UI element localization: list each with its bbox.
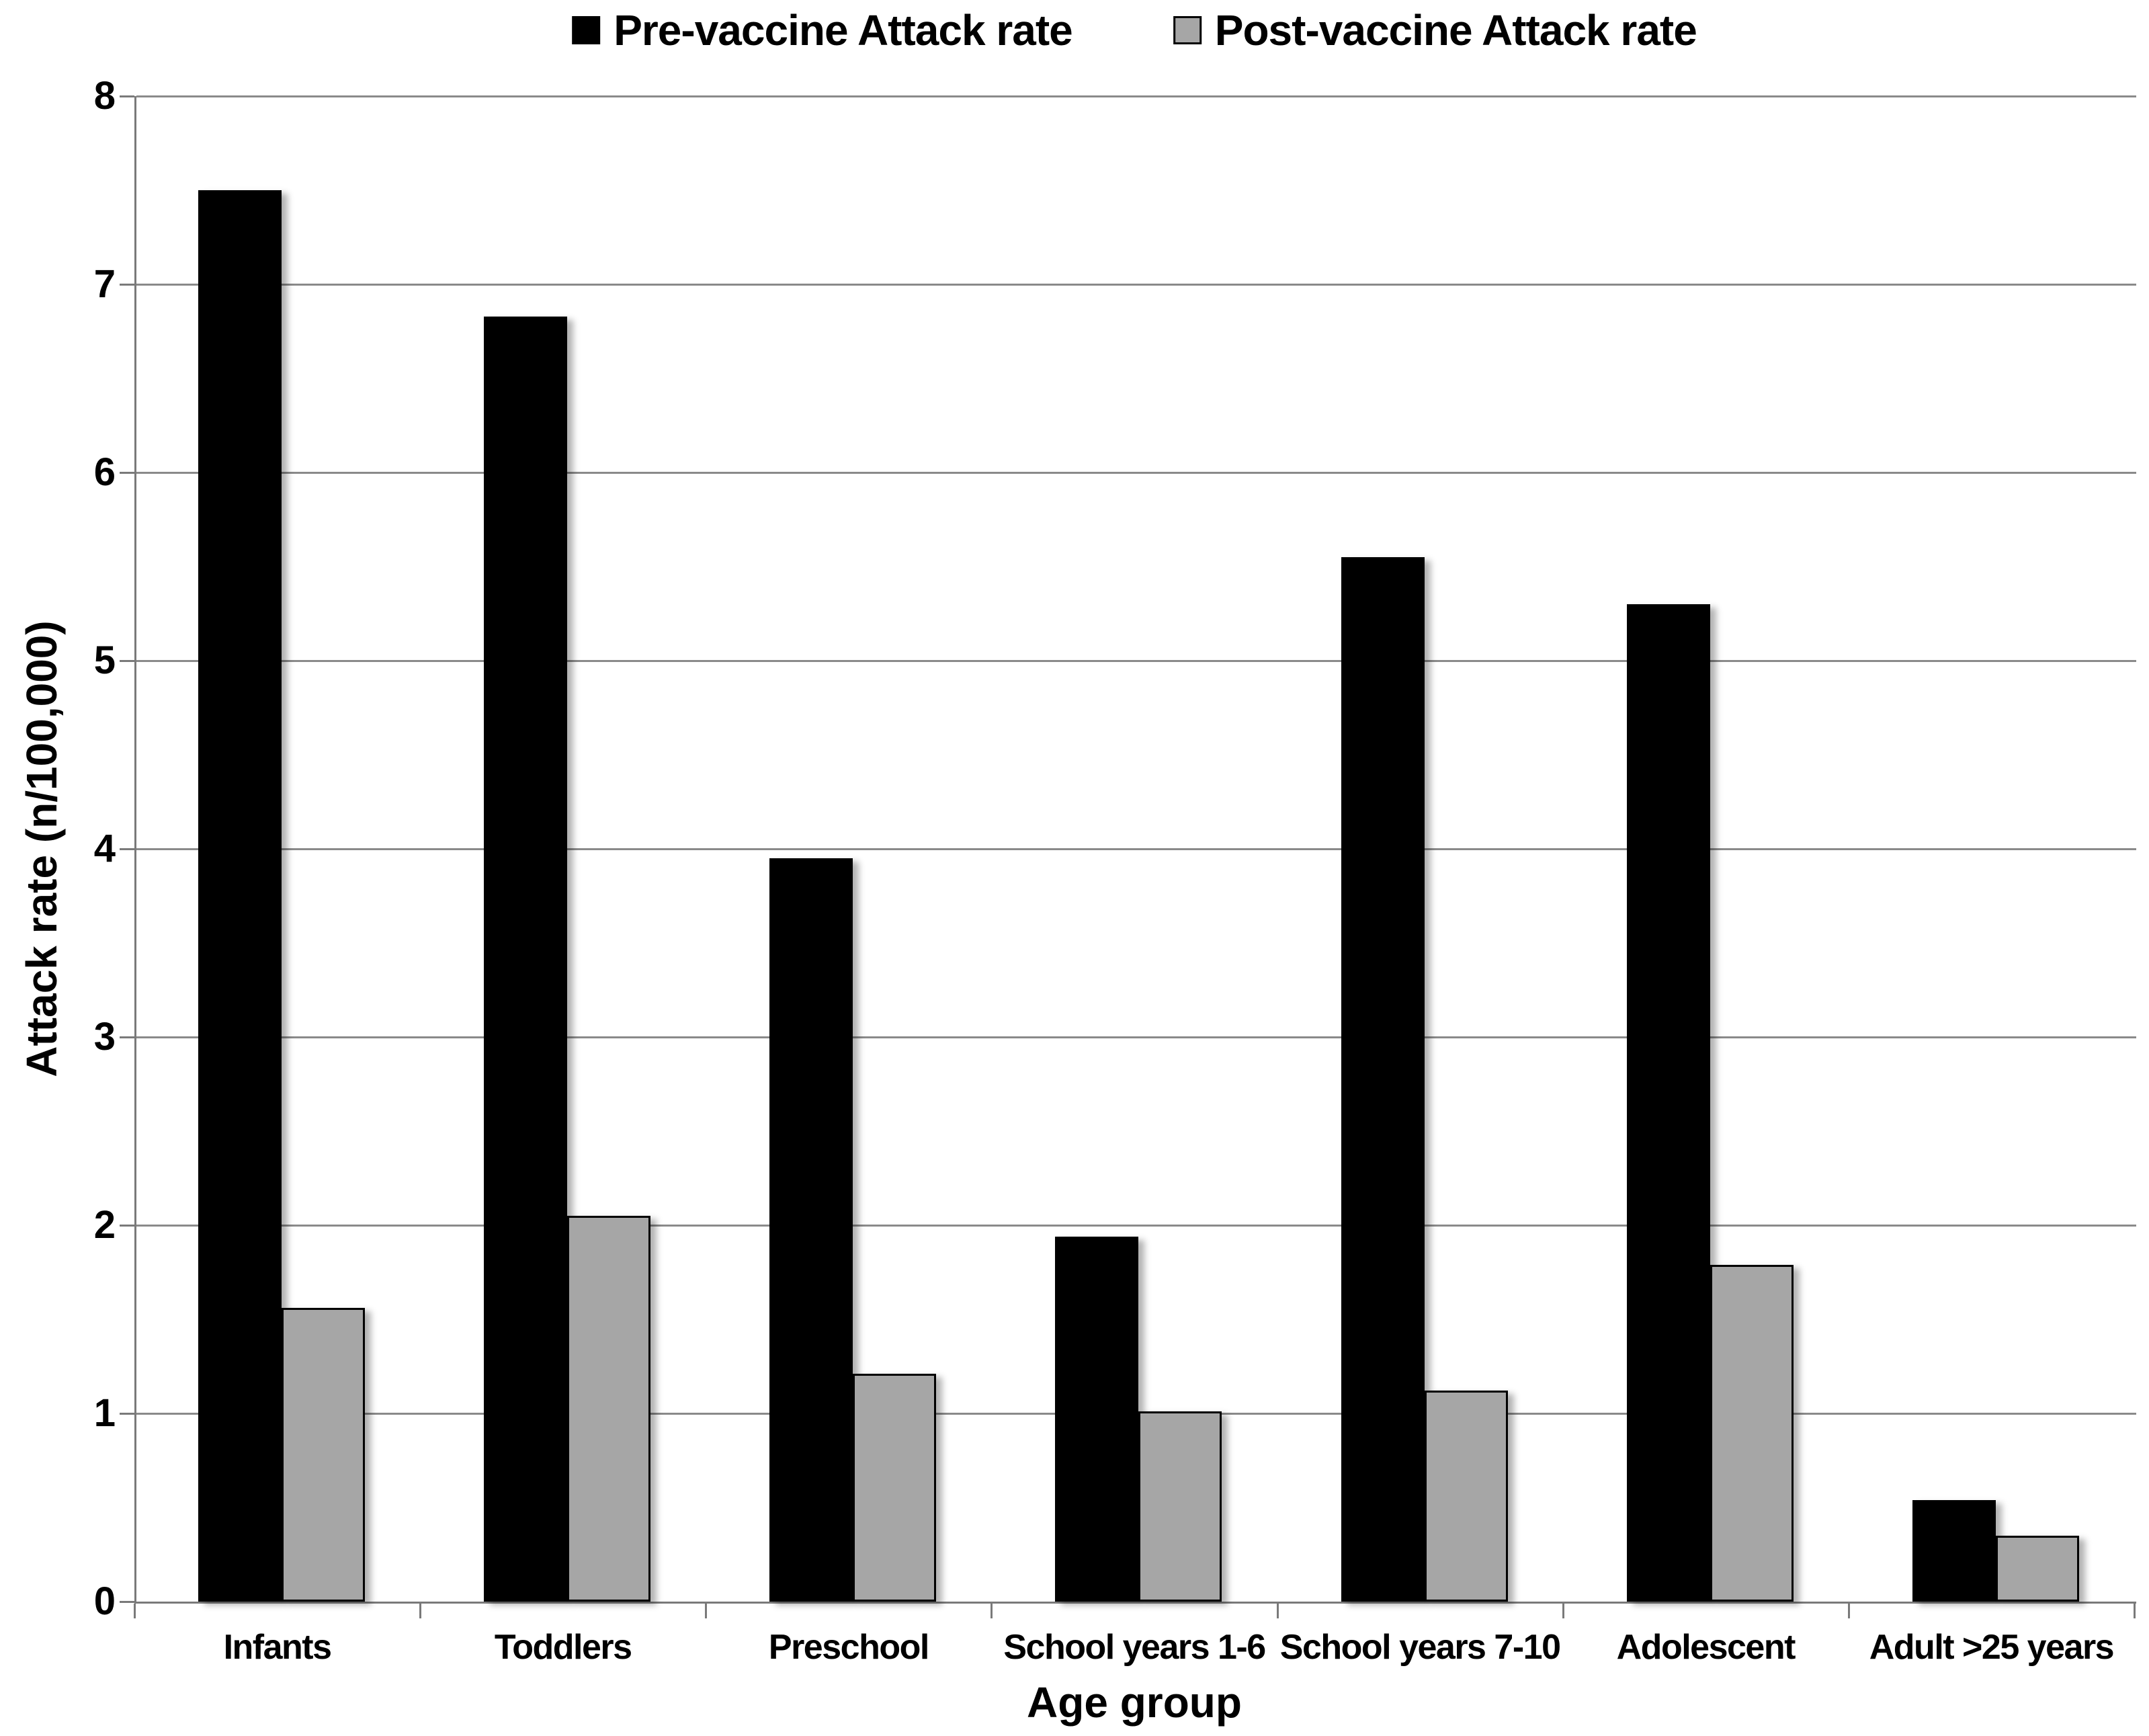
y-tick-label-0: 0 — [93, 1579, 116, 1623]
x-tick-mark-5 — [1562, 1604, 1564, 1618]
legend-label-post-vaccine: Post-vaccine Attack rate — [1214, 6, 1697, 54]
gridline-y-3 — [136, 1036, 2136, 1038]
y-tick-mark-4 — [120, 848, 134, 850]
legend-swatch-post-vaccine-icon — [1173, 16, 1202, 44]
gridline-y-2 — [136, 1225, 2136, 1227]
y-tick-label-1: 1 — [93, 1391, 116, 1435]
x-tick-mark-0 — [134, 1604, 136, 1618]
chart-legend: Pre-vaccine Attack rate Post-vaccine Att… — [572, 0, 1697, 60]
y-tick-label-2: 2 — [93, 1203, 116, 1247]
x-tick-mark-3 — [991, 1604, 993, 1618]
x-tick-mark-6 — [1847, 1604, 1850, 1618]
bar-pre-vaccine-adult-25-years — [1912, 1499, 1996, 1602]
bar-pre-vaccine-adolescent — [1626, 604, 1710, 1602]
bar-post-vaccine-school-years-7-10 — [1424, 1391, 1508, 1602]
y-tick-label-3: 3 — [93, 1015, 116, 1059]
legend-label-pre-vaccine: Pre-vaccine Attack rate — [614, 6, 1073, 54]
x-category-label-school-years-1-6: School years 1-6 — [1003, 1628, 1266, 1667]
gridline-y-4 — [136, 848, 2136, 850]
bar-post-vaccine-adult-25-years — [1995, 1536, 2079, 1602]
bar-pre-vaccine-toddlers — [484, 316, 568, 1602]
bar-post-vaccine-infants — [282, 1308, 365, 1602]
y-tick-label-7: 7 — [93, 262, 116, 306]
y-tick-label-5: 5 — [93, 638, 116, 682]
y-tick-label-8: 8 — [93, 74, 116, 118]
gridline-y-6 — [136, 472, 2136, 474]
bar-pre-vaccine-infants — [198, 190, 282, 1602]
x-category-label-adult-25-years: Adult >25 years — [1869, 1628, 2115, 1667]
x-category-label-preschool: Preschool — [768, 1628, 929, 1667]
gridline-y-8 — [136, 95, 2136, 97]
bar-post-vaccine-toddlers — [567, 1216, 651, 1602]
x-category-label-adolescent: Adolescent — [1616, 1628, 1796, 1667]
x-tick-mark-1 — [419, 1604, 422, 1618]
legend-item-post-vaccine: Post-vaccine Attack rate — [1173, 5, 1697, 55]
x-category-label-infants: Infants — [223, 1628, 332, 1667]
x-category-label-toddlers: Toddlers — [494, 1628, 632, 1667]
bar-post-vaccine-preschool — [853, 1374, 937, 1602]
legend-item-pre-vaccine: Pre-vaccine Attack rate — [572, 5, 1073, 55]
bar-pre-vaccine-school-years-1-6 — [1055, 1236, 1139, 1602]
x-tick-mark-4 — [1276, 1604, 1279, 1618]
y-tick-mark-8 — [120, 95, 134, 97]
gridline-y-5 — [136, 660, 2136, 662]
bar-pre-vaccine-school-years-7-10 — [1341, 557, 1425, 1602]
y-tick-mark-2 — [120, 1225, 134, 1227]
y-tick-mark-0 — [120, 1601, 134, 1603]
plot-area — [134, 95, 2136, 1604]
y-tick-mark-6 — [120, 472, 134, 474]
bar-post-vaccine-adolescent — [1710, 1264, 1794, 1602]
x-tick-mark-7 — [2134, 1604, 2136, 1618]
y-tick-mark-7 — [120, 284, 134, 286]
legend-swatch-pre-vaccine-icon — [572, 16, 601, 44]
x-axis-title: Age group — [1027, 1678, 1242, 1727]
x-category-label-school-years-7-10: School years 7-10 — [1279, 1628, 1561, 1667]
y-tick-mark-3 — [120, 1036, 134, 1038]
y-tick-mark-1 — [120, 1413, 134, 1415]
bar-pre-vaccine-preschool — [769, 858, 853, 1602]
x-tick-mark-2 — [705, 1604, 708, 1618]
bar-post-vaccine-school-years-1-6 — [1138, 1411, 1222, 1602]
gridline-y-7 — [136, 284, 2136, 286]
y-tick-mark-5 — [120, 660, 134, 662]
y-tick-label-4: 4 — [93, 827, 116, 870]
y-tick-label-6: 6 — [93, 450, 116, 494]
